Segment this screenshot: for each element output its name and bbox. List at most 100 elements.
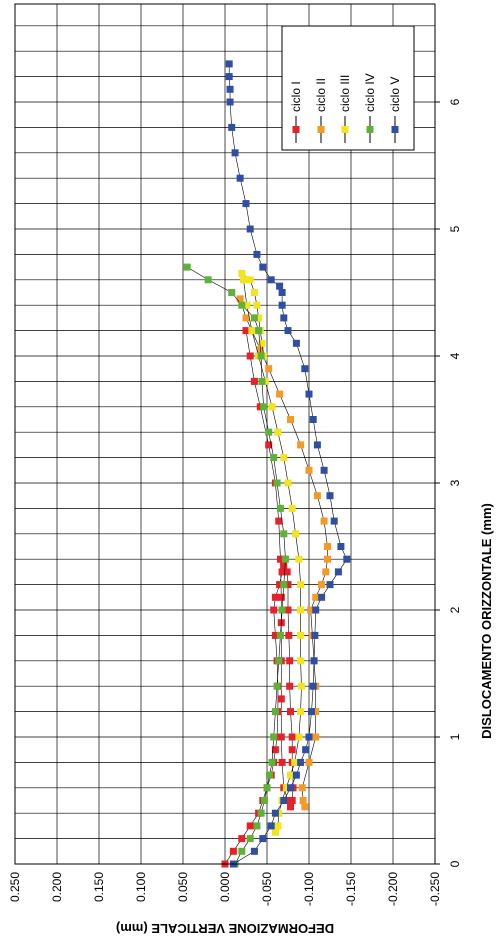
y-tick-label: 0.100 <box>134 872 148 902</box>
data-point <box>231 149 239 157</box>
data-point <box>286 682 294 690</box>
data-point <box>250 314 258 322</box>
data-point <box>265 428 273 436</box>
data-point <box>246 276 254 284</box>
data-point <box>267 822 275 830</box>
legend-label: ciclo IV <box>363 73 377 112</box>
data-point <box>242 200 250 208</box>
data-point <box>278 568 286 576</box>
data-point <box>323 543 331 550</box>
data-point <box>246 822 254 830</box>
x-tick-label: 5 <box>448 225 462 232</box>
data-point <box>228 123 236 131</box>
data-point <box>225 73 233 81</box>
data-point <box>292 771 300 779</box>
legend-box <box>281 25 415 151</box>
data-point <box>292 530 300 538</box>
data-point <box>323 555 331 563</box>
data-point <box>276 504 284 512</box>
data-point <box>271 708 279 716</box>
data-point <box>238 301 246 309</box>
data-point <box>286 657 294 665</box>
data-point <box>278 289 286 296</box>
legend-swatch <box>292 126 300 133</box>
legend-label: ciclo I <box>289 81 303 112</box>
data-point <box>280 454 288 462</box>
data-point <box>236 295 244 303</box>
data-point <box>312 593 320 601</box>
data-point <box>275 517 283 525</box>
x-axis-title: DISLOCAMENTO ORIZZONTALE (mm) <box>479 503 494 739</box>
plot-frame <box>14 3 436 865</box>
data-point <box>318 581 326 589</box>
y-tick-label: -0.100 <box>302 872 316 906</box>
data-point <box>313 492 321 500</box>
data-point <box>238 269 246 277</box>
data-point <box>270 606 278 614</box>
data-point <box>259 835 267 843</box>
data-point <box>288 797 296 804</box>
data-point <box>271 828 279 836</box>
data-point <box>299 797 307 804</box>
x-tick-label: 6 <box>448 98 462 105</box>
data-point <box>242 327 250 335</box>
data-point <box>311 631 319 639</box>
data-point <box>270 733 278 741</box>
data-point <box>280 530 288 538</box>
data-point <box>260 797 268 804</box>
legend-label: ciclo II <box>314 78 328 112</box>
data-point <box>275 657 283 665</box>
data-point <box>183 263 191 271</box>
y-tick-label: 0.200 <box>50 872 64 902</box>
x-tick-label: 4 <box>448 352 462 359</box>
data-point <box>253 822 261 830</box>
y-tick-label: -0.200 <box>386 872 400 906</box>
data-point <box>255 327 263 335</box>
data-point <box>295 555 303 563</box>
data-point <box>284 479 292 487</box>
data-point <box>282 784 290 792</box>
data-point <box>273 682 281 690</box>
data-point <box>267 276 275 284</box>
data-point <box>258 377 266 385</box>
data-point <box>271 631 279 639</box>
legend-swatch <box>391 126 399 133</box>
data-point <box>334 568 342 576</box>
legend-item: ciclo IV <box>363 73 377 143</box>
data-point <box>257 352 265 360</box>
data-point <box>266 771 274 779</box>
data-point <box>288 733 296 741</box>
data-point <box>276 631 284 639</box>
data-point <box>322 568 330 576</box>
data-point <box>257 809 265 817</box>
data-point <box>243 301 251 309</box>
legend-label: ciclo III <box>338 75 352 112</box>
data-point <box>297 606 305 614</box>
data-point <box>284 797 292 804</box>
data-point <box>283 568 291 576</box>
data-point <box>280 581 288 589</box>
data-point <box>312 708 320 716</box>
data-point <box>276 555 284 563</box>
data-point <box>265 441 273 449</box>
y-tick-label: 0.050 <box>176 872 190 902</box>
data-point <box>320 517 328 525</box>
data-point <box>239 276 247 284</box>
data-point <box>337 543 345 550</box>
data-point <box>287 784 295 792</box>
legend-item: ciclo III <box>338 75 352 143</box>
data-point <box>248 327 256 335</box>
legend-swatch <box>317 126 325 133</box>
data-point <box>246 225 254 233</box>
series-line <box>241 272 302 833</box>
data-point <box>288 746 296 754</box>
data-point <box>343 555 351 563</box>
data-point <box>274 822 282 830</box>
tick-labels: 0.250 0.200 0.150 0.100 0.050 0.000 -0.050 -0.1… <box>8 98 462 906</box>
data-point <box>284 606 292 614</box>
data-point <box>225 60 233 68</box>
data-point <box>305 758 313 766</box>
data-point <box>307 606 315 614</box>
legend-item: ciclo II <box>314 78 328 143</box>
